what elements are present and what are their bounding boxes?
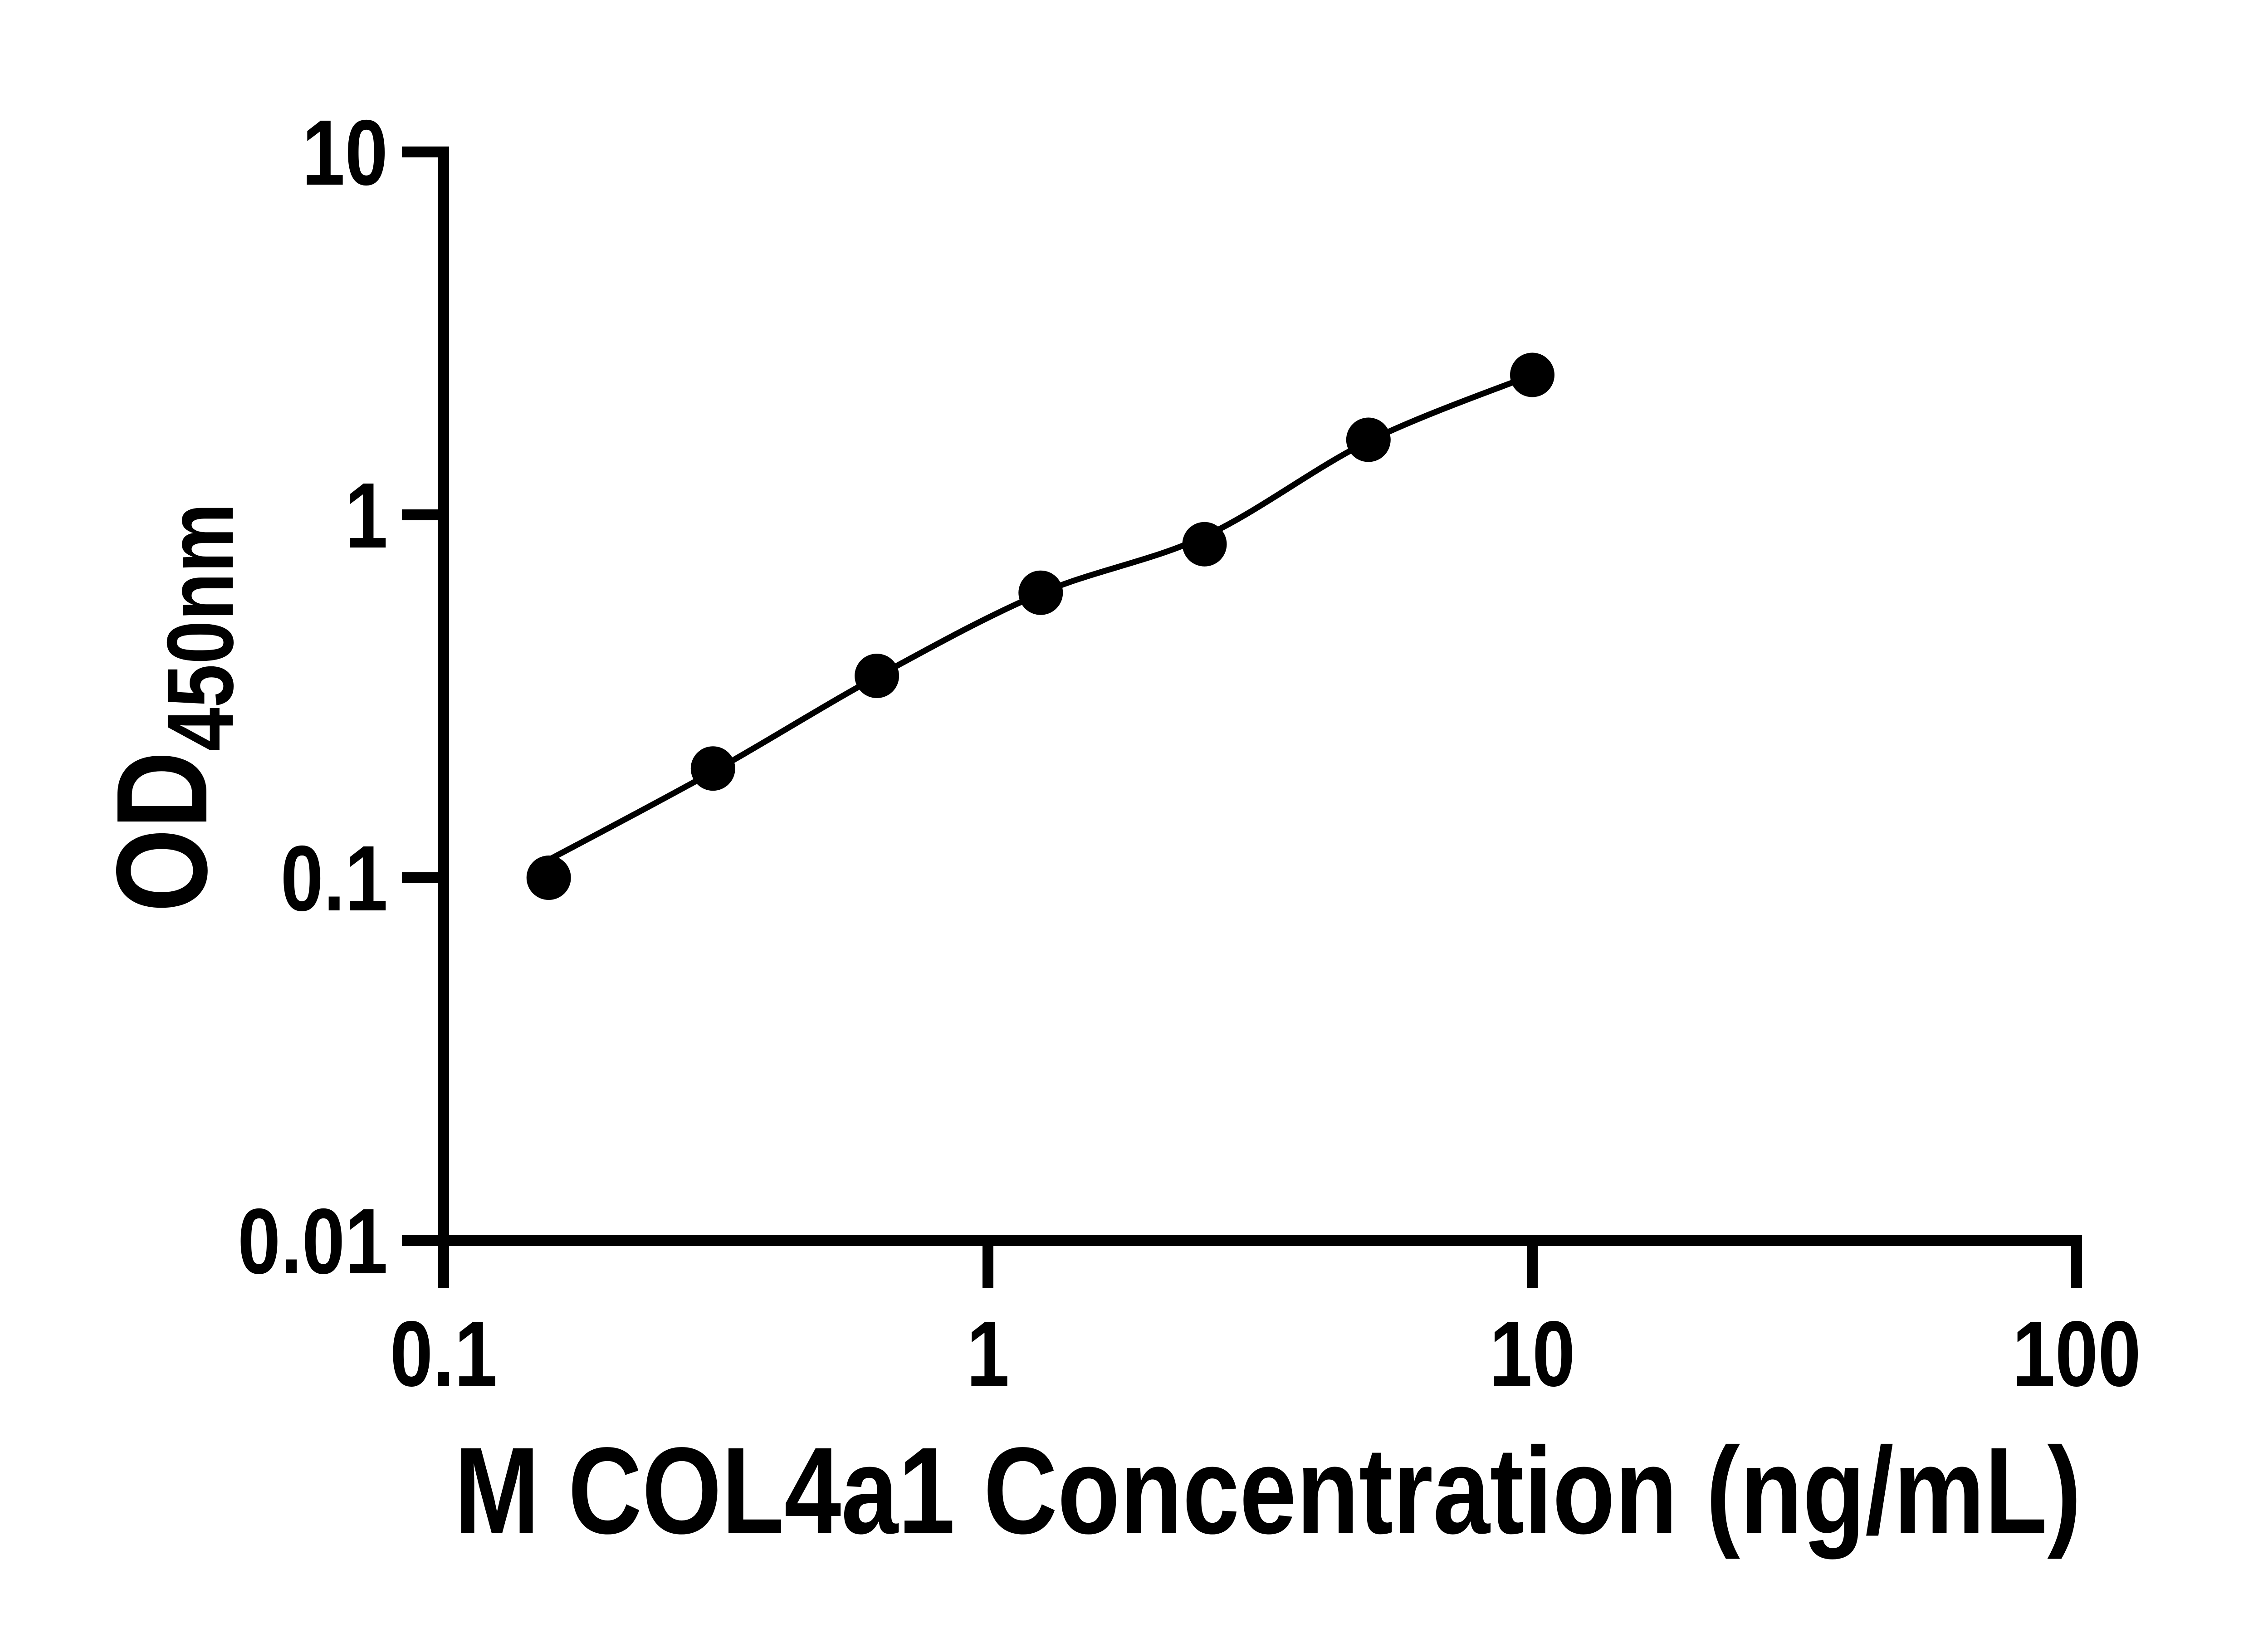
y-tick-label: 0.01 — [238, 1189, 388, 1293]
svg-text:0.1: 0.1 — [280, 826, 388, 930]
svg-text:10: 10 — [1489, 1301, 1575, 1406]
data-point — [1018, 570, 1063, 615]
x-tick-label: 10 — [1489, 1301, 1575, 1406]
svg-text:M COL4a1 Concentration (ng/mL): M COL4a1 Concentration (ng/mL) — [455, 1422, 2082, 1560]
svg-text:0.1: 0.1 — [390, 1301, 498, 1406]
data-point — [1510, 352, 1554, 397]
data-point — [526, 856, 571, 900]
y-axis-title: OD450nm — [90, 503, 253, 912]
data-point — [1182, 522, 1227, 567]
y-tick-label: 0.1 — [280, 826, 388, 930]
svg-text:1: 1 — [967, 1301, 1010, 1406]
svg-text:0.01: 0.01 — [238, 1189, 388, 1293]
x-tick-label: 1 — [967, 1301, 1010, 1406]
data-point — [690, 746, 735, 791]
y-tick-label: 10 — [302, 100, 388, 205]
x-tick-label: 0.1 — [390, 1301, 498, 1406]
svg-text:100: 100 — [2012, 1301, 2141, 1406]
data-point — [1346, 417, 1391, 462]
svg-text:10: 10 — [302, 100, 388, 205]
x-axis-title: M COL4a1 Concentration (ng/mL) — [455, 1422, 2082, 1560]
svg-text:1: 1 — [345, 463, 388, 567]
y-tick-label: 1 — [345, 463, 388, 567]
x-tick-label: 100 — [2012, 1301, 2141, 1406]
data-point — [855, 654, 899, 698]
svg-text:OD450nm: OD450nm — [90, 503, 253, 912]
